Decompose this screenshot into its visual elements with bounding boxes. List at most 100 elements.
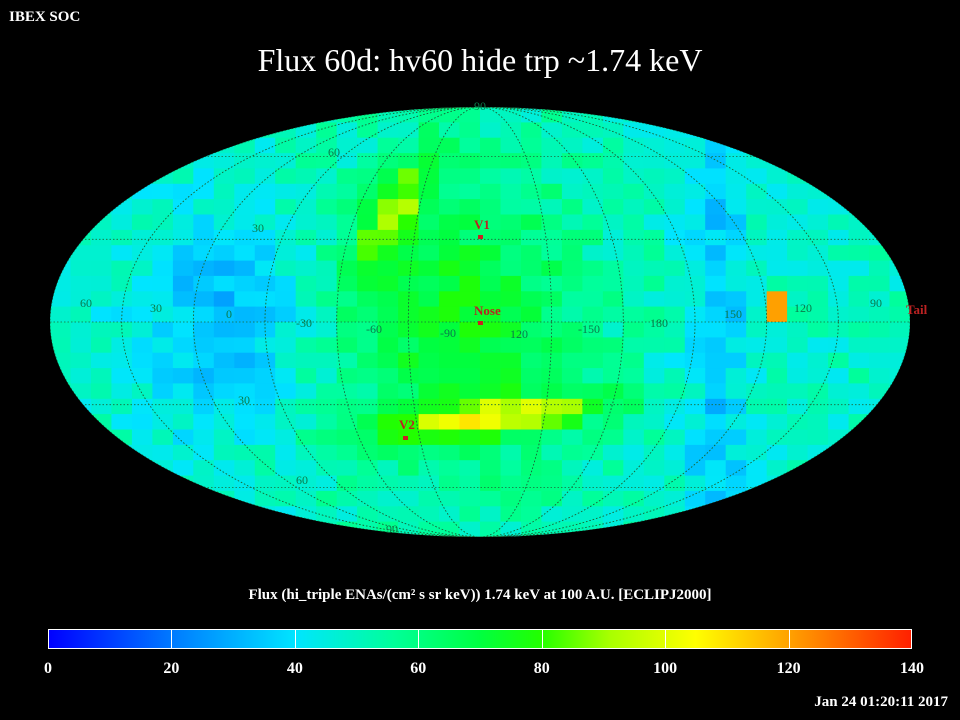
flux-cell bbox=[623, 322, 645, 338]
flux-cell bbox=[316, 168, 338, 185]
flux-cell bbox=[213, 107, 235, 123]
graticule bbox=[50, 107, 910, 537]
flux-cell bbox=[541, 214, 563, 231]
flux-cell bbox=[111, 521, 133, 537]
flux-cell bbox=[418, 168, 440, 185]
flux-cell bbox=[889, 260, 910, 277]
flux-cell bbox=[418, 214, 440, 231]
flux-cell bbox=[377, 337, 399, 354]
flux-cell bbox=[889, 383, 910, 400]
flux-cell bbox=[439, 429, 461, 446]
flux-cell bbox=[70, 521, 92, 537]
lon-label-90: 90 bbox=[870, 296, 882, 310]
flux-cell bbox=[459, 291, 481, 308]
flux-cell bbox=[357, 168, 379, 185]
flux-cell bbox=[70, 306, 92, 323]
flux-cell bbox=[295, 122, 317, 139]
flux-cell bbox=[643, 352, 665, 369]
flux-cell bbox=[459, 322, 481, 338]
flux-cell bbox=[357, 153, 379, 170]
flux-cell bbox=[50, 398, 72, 415]
flux-cell bbox=[152, 490, 174, 507]
flux-cell bbox=[459, 475, 481, 492]
flux-cell bbox=[664, 475, 686, 492]
flux-cell bbox=[316, 475, 338, 492]
flux-cell bbox=[684, 107, 706, 123]
flux-cell bbox=[357, 107, 379, 123]
flux-cell bbox=[316, 337, 338, 354]
flux-cell bbox=[254, 107, 276, 123]
flux-cell bbox=[295, 352, 317, 369]
flux-cell bbox=[889, 322, 910, 338]
colorbar-tick-label: 20 bbox=[163, 660, 180, 677]
flux-cell bbox=[766, 368, 788, 385]
flux-cell bbox=[602, 460, 624, 477]
flux-cell bbox=[357, 122, 379, 139]
flux-cell bbox=[500, 414, 522, 431]
flux-cell bbox=[193, 337, 215, 354]
flux-cell bbox=[746, 306, 768, 323]
flux-cell bbox=[582, 199, 604, 216]
flux-cell bbox=[889, 229, 910, 246]
flux-cell bbox=[439, 260, 461, 277]
flux-cell bbox=[418, 414, 440, 431]
flux-cell bbox=[131, 322, 153, 338]
flux-cell bbox=[664, 368, 686, 385]
flux-cell bbox=[459, 490, 481, 507]
flux-cell bbox=[193, 490, 215, 507]
flux-cell bbox=[541, 275, 563, 292]
flux-cell bbox=[439, 475, 461, 492]
flux-cell bbox=[295, 199, 317, 216]
flux-cell bbox=[807, 137, 829, 154]
flux-cell bbox=[602, 183, 624, 200]
flux-cell bbox=[131, 291, 153, 308]
flux-cell bbox=[889, 506, 910, 523]
flux-cell bbox=[623, 137, 645, 154]
flux-cell bbox=[91, 429, 113, 446]
flux-cell bbox=[561, 229, 583, 246]
flux-cell bbox=[50, 122, 72, 139]
flux-cell bbox=[172, 306, 194, 323]
flux-cell bbox=[869, 306, 891, 323]
flux-cell bbox=[152, 306, 174, 323]
flux-cell bbox=[664, 306, 686, 323]
flux-cell bbox=[275, 107, 297, 123]
flux-cell bbox=[848, 322, 870, 338]
flux-cell bbox=[172, 275, 194, 292]
flux-cell bbox=[336, 352, 358, 369]
flux-cell bbox=[234, 521, 256, 537]
flux-cell bbox=[295, 383, 317, 400]
flux-cell bbox=[807, 521, 829, 537]
flux-cell bbox=[172, 398, 194, 415]
flux-cell bbox=[357, 275, 379, 292]
flux-cell bbox=[295, 337, 317, 354]
flux-cell bbox=[664, 275, 686, 292]
flux-cell bbox=[316, 107, 338, 123]
flux-cell bbox=[418, 183, 440, 200]
flux-cell bbox=[807, 153, 829, 170]
flux-cell bbox=[398, 306, 420, 323]
flux-cell bbox=[602, 337, 624, 354]
flux-cell bbox=[643, 183, 665, 200]
flux-cell bbox=[869, 229, 891, 246]
flux-cell bbox=[602, 429, 624, 446]
flux-cell bbox=[111, 168, 133, 185]
flux-cell bbox=[275, 429, 297, 446]
flux-cell bbox=[582, 368, 604, 385]
flux-cell bbox=[684, 245, 706, 262]
flux-cell bbox=[152, 444, 174, 461]
flux-cell bbox=[807, 337, 829, 354]
flux-cell bbox=[889, 183, 910, 200]
flux-cell bbox=[787, 383, 809, 400]
flux-cell bbox=[500, 352, 522, 369]
flux-cell bbox=[746, 291, 768, 308]
flux-cell bbox=[193, 245, 215, 262]
flux-cell bbox=[295, 214, 317, 231]
colorbar-tick bbox=[418, 630, 420, 648]
flux-cell bbox=[439, 153, 461, 170]
flux-cell bbox=[377, 137, 399, 154]
flux-cell bbox=[480, 260, 502, 277]
flux-cell bbox=[152, 368, 174, 385]
flux-cell bbox=[152, 275, 174, 292]
flux-cell bbox=[295, 153, 317, 170]
